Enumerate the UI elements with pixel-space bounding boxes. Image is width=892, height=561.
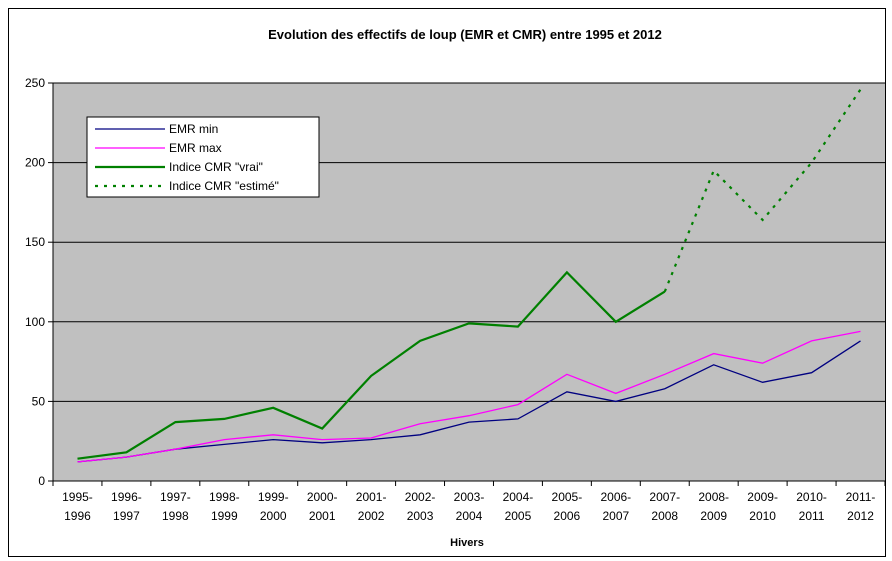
x-tick-label: 2008 xyxy=(651,509,678,523)
x-tick-label: 2003 xyxy=(407,509,434,523)
chart-title: Evolution des effectifs de loup (EMR et … xyxy=(268,27,662,42)
x-tick-label: 1996- xyxy=(111,490,142,504)
x-tick-label: 2001- xyxy=(356,490,387,504)
x-tick-label: 2010- xyxy=(796,490,827,504)
series-lines xyxy=(77,88,862,463)
legend-label: EMR max xyxy=(169,141,222,155)
series-line-1 xyxy=(77,340,861,463)
x-tick-label: 1998 xyxy=(162,509,189,523)
x-tick-label: 2008- xyxy=(698,490,729,504)
x-tick-label: 1999 xyxy=(211,509,238,523)
legend-label: Indice CMR "vrai" xyxy=(169,160,263,174)
y-tick-label: 0 xyxy=(38,474,45,488)
y-tick-label: 100 xyxy=(25,315,45,329)
x-tick-label: 2004- xyxy=(503,490,534,504)
x-tick-label: 1999- xyxy=(258,490,289,504)
series-line-3 xyxy=(77,270,666,460)
y-tick-label: 250 xyxy=(25,76,45,90)
series-line-2 xyxy=(77,330,861,463)
x-tick-label: 1995- xyxy=(62,490,93,504)
x-tick-label: 2009- xyxy=(747,490,778,504)
y-tick-label: 150 xyxy=(25,235,45,249)
x-tick-label: 2012 xyxy=(847,509,874,523)
x-tick-label: 2006- xyxy=(600,490,631,504)
x-tick-label: 2007 xyxy=(602,509,629,523)
legend: EMR min EMR max Indice CMR "vrai" Indice CM… xyxy=(86,116,320,198)
legend-label: Indice CMR "estimé" xyxy=(169,179,279,193)
x-tick-label: 2006 xyxy=(554,509,581,523)
x-tick-label: 2009 xyxy=(700,509,727,523)
x-tick-label: 1996 xyxy=(64,509,91,523)
legend-label: EMR min xyxy=(169,122,218,136)
chart-frame: Evolution des effectifs de loup (EMR et … xyxy=(8,8,886,557)
legend-box xyxy=(86,116,320,198)
y-tick-label: 50 xyxy=(32,394,46,408)
axes xyxy=(52,83,885,482)
x-tick-label: 2000- xyxy=(307,490,338,504)
series-line-4 xyxy=(663,88,862,293)
line-chart: Evolution des effectifs de loup (EMR et … xyxy=(25,27,885,549)
x-tick-label: 2010 xyxy=(749,509,776,523)
x-axis-label: Hivers xyxy=(450,537,484,549)
x-tick-label: 1997- xyxy=(160,490,191,504)
x-tick-label: 2005 xyxy=(505,509,532,523)
x-tick-label: 2002 xyxy=(358,509,385,523)
x-tick-label: 2007- xyxy=(649,490,680,504)
x-tick-label: 2001 xyxy=(309,509,336,523)
x-tick-label: 2005- xyxy=(552,490,583,504)
x-axis-ticks: 1995- 1996 1996- 1997 1997- 1998 1998- 1999 1999… xyxy=(52,481,885,523)
x-tick-label: 2000 xyxy=(260,509,287,523)
x-tick-label: 2003- xyxy=(454,490,485,504)
y-axis-ticks: 0 50 100 150 200 250 xyxy=(25,76,53,488)
y-tick-label: 200 xyxy=(25,156,45,170)
x-tick-label: 2002- xyxy=(405,490,436,504)
x-tick-label: 2011 xyxy=(799,509,825,523)
x-tick-label: 1997 xyxy=(113,509,140,523)
x-tick-label: 2011- xyxy=(846,490,876,504)
x-tick-label: 2004 xyxy=(456,509,483,523)
x-tick-label: 1998- xyxy=(209,490,240,504)
